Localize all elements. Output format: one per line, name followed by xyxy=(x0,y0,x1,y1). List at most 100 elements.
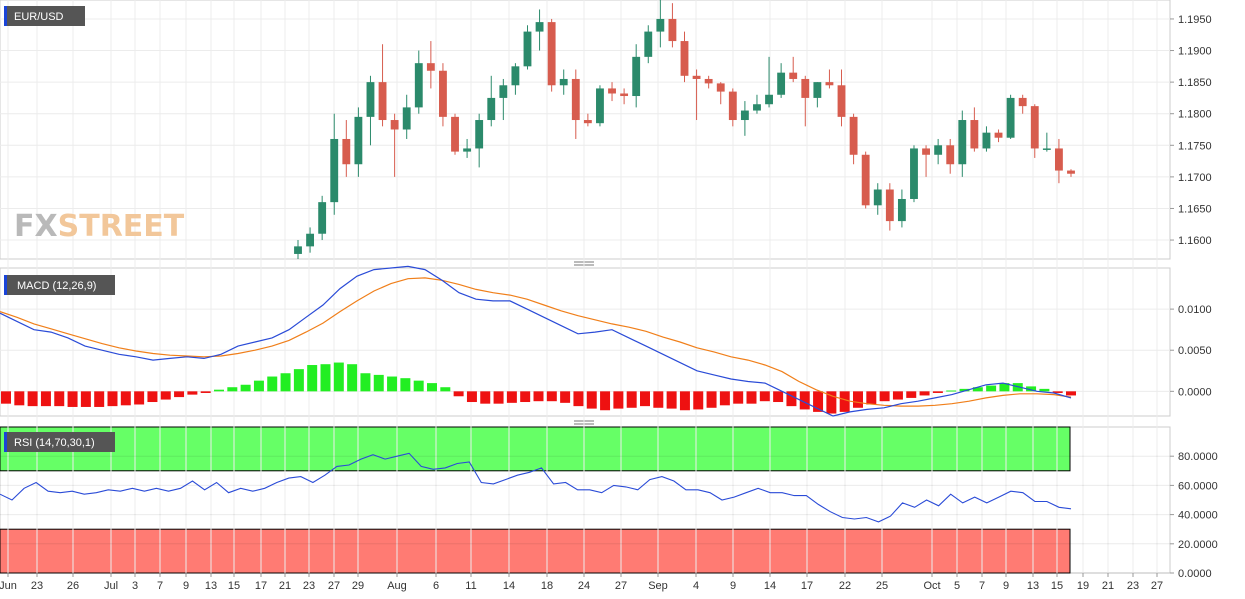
price-y-tick-label: 1.1650 xyxy=(1178,203,1212,215)
rsi-y-tick-label: 60.0000 xyxy=(1178,480,1218,492)
x-tick-label: 27 xyxy=(615,580,627,592)
candle xyxy=(487,75,496,127)
candle xyxy=(378,44,387,127)
macd-histogram-bar xyxy=(506,391,517,403)
macd-histogram-bar xyxy=(1,391,11,404)
macd-histogram-bar xyxy=(1066,391,1076,396)
x-tick-label: 3 xyxy=(132,580,138,592)
macd-y-tick-label: 0.0050 xyxy=(1178,345,1212,357)
x-tick-label: 18 xyxy=(541,580,553,592)
macd-histogram-bar xyxy=(240,384,251,392)
candle xyxy=(777,63,786,98)
x-tick-label: Jul xyxy=(104,580,118,592)
candle xyxy=(789,56,798,83)
macd-histogram-bar xyxy=(174,391,185,398)
macd-title: MACD (12,26,9) xyxy=(17,280,96,292)
macd-histogram-bar xyxy=(147,391,158,403)
macd-histogram-bar xyxy=(919,391,930,396)
price-y-tick-label: 1.1700 xyxy=(1178,172,1212,184)
candle xyxy=(994,129,1003,143)
candle xyxy=(656,0,665,48)
macd-histogram-bar xyxy=(333,362,344,392)
macd-histogram-bar xyxy=(613,391,624,409)
x-tick-label: 13 xyxy=(205,580,217,592)
x-tick-label: 27 xyxy=(1151,580,1163,592)
macd-histogram-bar xyxy=(533,391,544,402)
macd-histogram-bar xyxy=(413,380,424,392)
macd-histogram-bar xyxy=(906,391,917,398)
candle xyxy=(596,85,604,127)
candle xyxy=(801,75,810,127)
fxstreet-watermark: FXSTREET xyxy=(14,209,185,244)
candle xyxy=(849,113,858,165)
candle xyxy=(885,183,894,231)
macd-histogram-bar xyxy=(560,391,571,403)
candle xyxy=(1018,94,1027,114)
rsi-oversold-zone xyxy=(0,528,1071,574)
x-tick-label: 6 xyxy=(433,580,439,592)
x-tick-label: 11 xyxy=(465,580,476,592)
macd-histogram-bar xyxy=(626,391,637,408)
candle xyxy=(1042,132,1051,152)
macd-histogram-bar xyxy=(706,391,717,408)
candle xyxy=(439,63,447,127)
macd-histogram-bar xyxy=(440,387,451,392)
candle xyxy=(475,113,484,168)
candle xyxy=(523,25,532,70)
candle xyxy=(426,41,435,89)
x-tick-label: 9 xyxy=(1003,580,1009,592)
macd-histogram-bar xyxy=(453,391,464,397)
macd-histogram-bar xyxy=(746,391,757,404)
price-title-tag[interactable]: EUR/USD xyxy=(4,6,85,26)
x-tick-label: 29 xyxy=(352,580,364,592)
x-tick-label: 19 xyxy=(1077,580,1089,592)
macd-histogram-bar xyxy=(466,391,477,403)
x-tick-label: 23 xyxy=(1127,580,1139,592)
candle xyxy=(620,88,629,105)
x-tick-label: 27 xyxy=(328,580,340,592)
macd-histogram-bar xyxy=(160,391,171,400)
candle xyxy=(946,138,955,174)
price-title: EUR/USD xyxy=(14,11,64,23)
candle xyxy=(1067,169,1075,177)
candle xyxy=(692,69,701,121)
candle xyxy=(982,126,991,152)
x-tick-label: 4 xyxy=(693,580,699,592)
macd-histogram-bar xyxy=(653,391,664,408)
macd-histogram-bar xyxy=(14,391,25,406)
macd-histogram-bar xyxy=(879,391,890,402)
macd-histogram-bar xyxy=(293,369,304,392)
price-y-tick-label: 1.1600 xyxy=(1178,235,1212,247)
macd-histogram-bar xyxy=(493,391,504,404)
macd-histogram-bar xyxy=(986,385,997,392)
macd-histogram-bar xyxy=(27,391,38,407)
candle xyxy=(680,31,689,83)
candle xyxy=(366,75,375,146)
macd-histogram-bar xyxy=(54,391,65,407)
macd-histogram-bar xyxy=(200,391,211,393)
rsi-y-tick-label: 0.0000 xyxy=(1178,568,1212,580)
rsi-y-tick-label: 20.0000 xyxy=(1178,539,1218,551)
x-tick-label: 22 xyxy=(839,580,851,592)
macd-histogram-bar xyxy=(573,391,584,407)
macd-histogram-bar xyxy=(347,364,358,392)
macd-histogram-bar xyxy=(999,383,1010,392)
macd-histogram-bar xyxy=(813,391,824,412)
macd-histogram-bar xyxy=(946,390,957,392)
x-tick-label: 7 xyxy=(157,580,163,592)
candle xyxy=(716,82,725,105)
candle xyxy=(644,25,653,64)
x-tick-label: Sep xyxy=(648,580,668,592)
price-y-tick-label: 1.1900 xyxy=(1178,46,1212,58)
x-tick-label: 13 xyxy=(1027,580,1039,592)
x-tick-label: 21 xyxy=(1102,580,1114,592)
candle xyxy=(753,94,761,114)
macd-histogram-bar xyxy=(693,391,704,410)
macd-title-tag[interactable]: MACD (12,26,9) xyxy=(4,275,115,295)
x-tick-label: 17 xyxy=(255,580,267,592)
macd-histogram-bar xyxy=(387,376,398,392)
macd-histogram-bar xyxy=(134,391,145,405)
macd-histogram-bar xyxy=(520,391,531,403)
rsi-title-tag[interactable]: RSI (14,70,30,1) xyxy=(4,432,115,452)
